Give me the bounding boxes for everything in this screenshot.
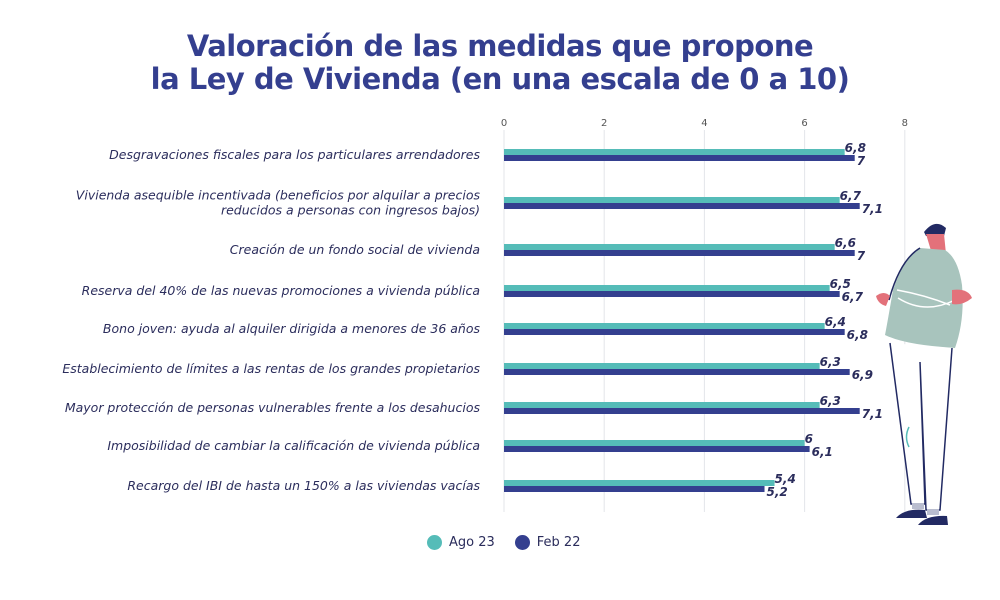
data-label: 6,9 <box>852 368 873 382</box>
legend-swatch-feb22 <box>514 535 530 550</box>
bar-feb22 <box>504 408 860 414</box>
data-label: 5,2 <box>767 485 788 499</box>
category-label: Reserva del 40% de las nuevas promocione… <box>82 283 480 298</box>
legend: Ago 23 Feb 22 <box>427 535 580 550</box>
category-label: Creación de un fondo social de vivienda <box>230 242 480 257</box>
data-label: 6,3 <box>820 355 841 369</box>
data-label: 5,4 <box>775 472 796 486</box>
data-label: 6,1 <box>812 445 833 459</box>
category-label: Bono joven: ayuda al alquiler dirigida a… <box>103 321 481 336</box>
x-tick-label: 2 <box>601 118 607 129</box>
bar-ago23 <box>504 440 805 446</box>
bar-ago23 <box>504 323 825 329</box>
bar-feb22 <box>504 203 860 209</box>
bar-ago23 <box>504 197 840 203</box>
data-label: 6,3 <box>820 394 841 408</box>
x-tick-label: 0 <box>501 118 507 129</box>
title-line-2: la Ley de Vivienda (en una escala de 0 a… <box>150 62 850 96</box>
bar-feb22 <box>504 329 845 335</box>
bar-ago23 <box>504 480 775 486</box>
title-line-1: Valoración de las medidas que propone <box>186 29 814 63</box>
bar-feb22 <box>504 291 840 297</box>
data-label: 6,8 <box>845 141 866 155</box>
legend-label-ago23: Ago 23 <box>449 535 495 550</box>
legend-item-feb22: Feb 22 <box>514 535 581 550</box>
data-label: 7,1 <box>862 202 883 216</box>
bar-feb22 <box>504 369 850 375</box>
x-tick-label: 4 <box>701 118 707 129</box>
data-label: 7,1 <box>862 407 883 421</box>
legend-label-feb22: Feb 22 <box>536 535 581 550</box>
bar-feb22 <box>504 446 810 452</box>
data-label: 6,7 <box>842 290 864 304</box>
data-label: 6,8 <box>847 328 868 342</box>
data-label: 6,7 <box>840 189 862 203</box>
data-label: 6,4 <box>825 315 846 329</box>
bar-ago23 <box>504 363 820 369</box>
category-label: Vivienda asequible incentivada (benefici… <box>76 188 481 203</box>
category-label: Recargo del IBI de hasta un 150% a las v… <box>127 478 480 493</box>
bar-feb22 <box>504 250 855 256</box>
category-label: reducidos a personas con ingresos bajos) <box>221 203 480 218</box>
data-label: 6,6 <box>835 236 856 250</box>
bar-ago23 <box>504 149 845 155</box>
data-label: 6 <box>805 432 813 446</box>
bar-ago23 <box>504 244 835 250</box>
data-label: 7 <box>857 154 866 168</box>
category-label: Desgravaciones fiscales para los particu… <box>109 147 480 162</box>
bar-feb22 <box>504 155 855 161</box>
legend-swatch-ago23 <box>427 535 442 550</box>
x-tick-label: 6 <box>801 118 807 129</box>
category-label: Imposibilidad de cambiar la calificación… <box>107 438 480 453</box>
bar-feb22 <box>504 486 765 492</box>
bar-ago23 <box>504 402 820 408</box>
category-label: Mayor protección de personas vulnerables… <box>65 400 481 415</box>
x-tick-label: 8 <box>902 118 908 129</box>
data-label: 6,5 <box>830 277 851 291</box>
bar-ago23 <box>504 285 830 291</box>
person-illustration <box>876 223 972 525</box>
chart-title: Valoración de las medidas que propone la… <box>0 30 1000 96</box>
data-label: 7 <box>857 249 866 263</box>
legend-item-ago23: Ago 23 <box>427 535 495 550</box>
category-label: Establecimiento de límites a las rentas … <box>62 361 480 376</box>
